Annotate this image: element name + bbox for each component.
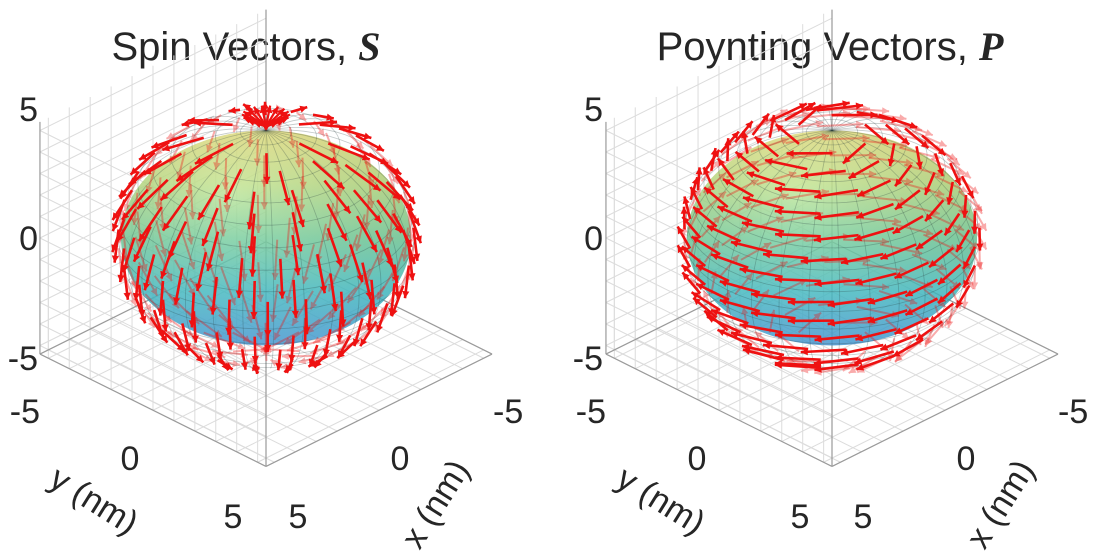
z-tick-label: 0 (584, 220, 603, 258)
vector-arrow (291, 106, 307, 113)
y-tick-label: 0 (121, 440, 140, 478)
z-tick-label: 0 (19, 220, 38, 258)
x-tick-label: 5 (854, 498, 873, 536)
poynting-vectors-panel: Poynting Vectors, P 5 0 -5 -5 0 5 -5 0 5… (573, 10, 1088, 552)
spin-vectors-panel: Spin Vectors, S 5 0 -5 -5 0 5 -5 0 5 y (… (8, 10, 523, 552)
chart-title: Spin Vectors, S (111, 24, 380, 69)
arrow-head (348, 124, 355, 131)
y-tick-label: 0 (688, 440, 707, 478)
x-tick-label: -5 (1058, 393, 1088, 431)
x-tick-label: 0 (957, 440, 976, 478)
arrow-head (961, 301, 968, 308)
y-tick-label: -5 (576, 393, 606, 431)
arrow-head (227, 343, 234, 350)
z-tick-label: 5 (584, 91, 603, 129)
arrow-head (882, 107, 889, 114)
x-tick-label: -5 (493, 393, 523, 431)
x-tick-label: 5 (289, 498, 308, 536)
z-tick-label: -5 (8, 340, 38, 378)
z-tick-label: 5 (19, 91, 38, 129)
y-tick-label: 5 (224, 498, 243, 536)
y-tick-label: -5 (10, 393, 40, 431)
x-tick-label: 0 (391, 440, 410, 478)
z-tick-label: -5 (573, 340, 603, 378)
y-tick-label: 5 (791, 498, 810, 536)
arrow-head (282, 353, 289, 360)
